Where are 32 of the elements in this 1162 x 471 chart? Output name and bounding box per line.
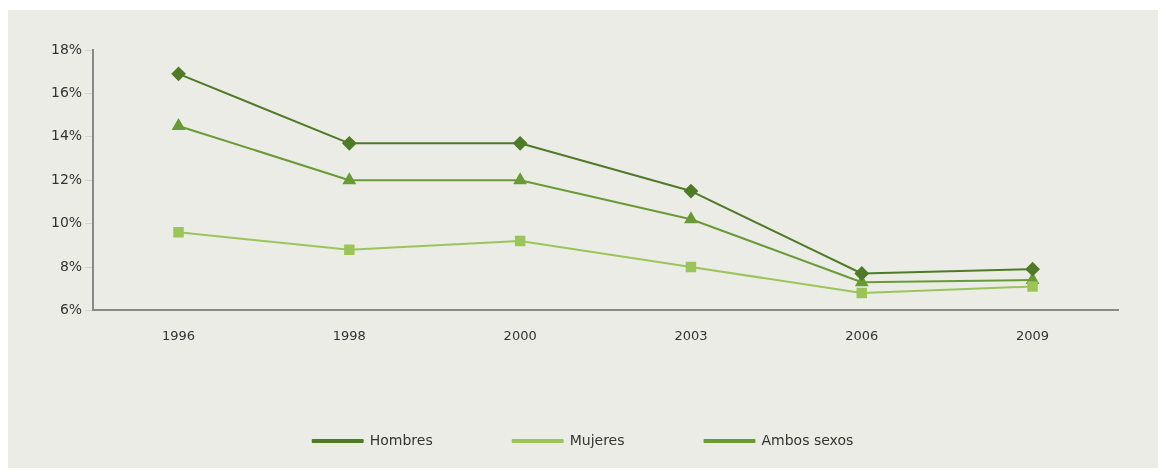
point bbox=[854, 266, 869, 281]
point bbox=[513, 136, 528, 151]
y-tick-label: 16% bbox=[50, 84, 83, 101]
point bbox=[173, 227, 184, 238]
y-tick-label: 18% bbox=[50, 40, 83, 57]
point bbox=[684, 212, 698, 224]
legend-label: Hombres bbox=[369, 431, 433, 448]
legend-label: Ambos sexos bbox=[761, 431, 854, 448]
point bbox=[685, 261, 697, 273]
y-tick-label: 6% bbox=[59, 301, 83, 318]
point bbox=[1027, 281, 1038, 292]
point bbox=[344, 244, 355, 255]
point bbox=[343, 173, 356, 185]
x-tick-label: 1996 bbox=[161, 327, 196, 343]
point bbox=[683, 184, 698, 199]
legend-label: Mujeres bbox=[569, 431, 625, 448]
point bbox=[513, 173, 527, 185]
point bbox=[856, 287, 868, 299]
point bbox=[171, 66, 186, 81]
y-tick-label: 14% bbox=[50, 127, 83, 144]
point bbox=[1025, 262, 1040, 277]
point bbox=[342, 136, 357, 151]
y-tick-label: 8% bbox=[59, 257, 83, 274]
x-tick-label: 1998 bbox=[332, 327, 366, 343]
y-tick-label: 10% bbox=[50, 214, 83, 231]
x-tick-label: 2000 bbox=[503, 327, 537, 343]
x-tick-label: 2009 bbox=[1016, 327, 1050, 343]
point bbox=[172, 118, 185, 130]
point bbox=[514, 235, 526, 247]
x-tick-label: 2006 bbox=[845, 327, 879, 343]
x-tick-label: 2003 bbox=[674, 327, 708, 343]
y-tick-label: 12% bbox=[50, 170, 83, 187]
